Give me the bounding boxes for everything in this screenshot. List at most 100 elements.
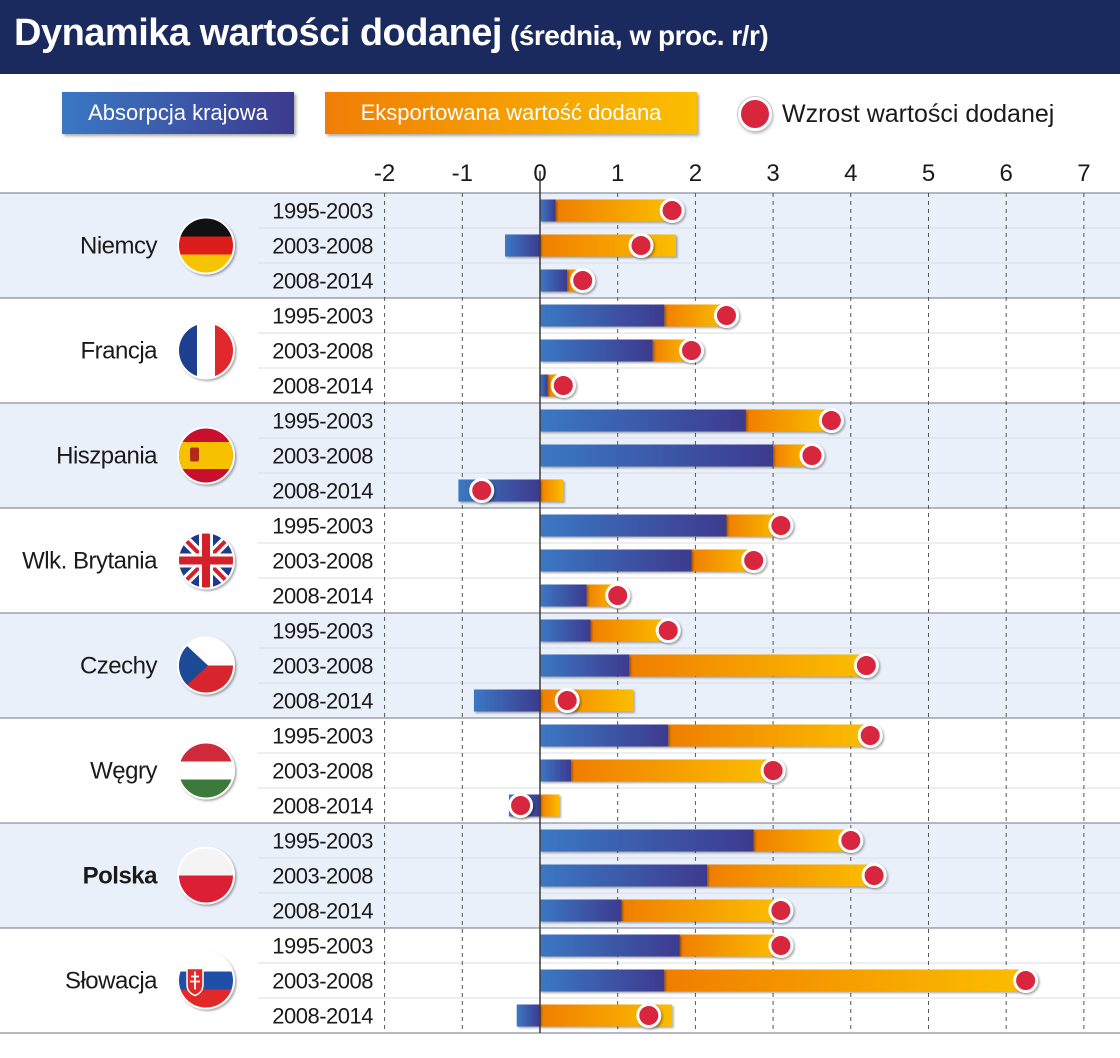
period-label: 2003-2008 xyxy=(272,444,373,469)
period-label: 2008-2014 xyxy=(272,269,373,294)
growth-marker xyxy=(636,1003,662,1028)
growth-marker xyxy=(857,723,883,748)
flag-artwork xyxy=(179,743,233,798)
growth-marker xyxy=(713,303,739,328)
growth-marker xyxy=(861,863,887,888)
growth-marker xyxy=(818,408,844,433)
period-label: 2003-2008 xyxy=(272,969,373,994)
period-label: 2008-2014 xyxy=(272,794,373,819)
period-label: 2003-2008 xyxy=(272,654,373,679)
czechia-flag-icon xyxy=(177,636,235,695)
bar-export xyxy=(590,619,669,642)
bar-absorption xyxy=(540,934,680,957)
chart-title-main: Dynamika wartości dodanej xyxy=(14,12,503,54)
bar-absorption xyxy=(540,514,727,537)
period-label: 2003-2008 xyxy=(272,759,373,784)
bar-absorption xyxy=(540,584,587,607)
country-label: Węgry xyxy=(90,758,157,785)
bar-export xyxy=(621,899,781,922)
x-tick-label: 6 xyxy=(1000,160,1013,187)
flag-stripe xyxy=(179,953,233,972)
flag-stripe xyxy=(179,323,198,378)
period-label: 2008-2014 xyxy=(272,689,373,714)
period-label: 1995-2003 xyxy=(272,934,373,959)
period-label: 2003-2008 xyxy=(272,339,373,364)
bar-absorption xyxy=(540,724,669,747)
bar-absorption xyxy=(540,409,746,432)
growth-marker xyxy=(550,373,576,398)
growth-marker xyxy=(554,688,580,713)
flag-artwork xyxy=(179,428,233,483)
flag-stripe xyxy=(179,442,233,469)
flag-stripe xyxy=(215,323,233,378)
flag-stripe xyxy=(179,761,233,780)
bar-absorption xyxy=(505,234,540,257)
x-tick-label: 5 xyxy=(922,160,935,187)
period-label: 1995-2003 xyxy=(272,514,373,539)
growth-marker xyxy=(768,898,794,923)
hungary-flag-icon xyxy=(177,741,235,800)
growth-marker xyxy=(799,443,825,468)
growth-marker xyxy=(679,338,705,363)
period-label: 1995-2003 xyxy=(272,409,373,434)
chart-subtitle: (średnia, w proc. r/r) xyxy=(510,20,769,51)
chart-title-bar: Dynamika wartości dodanej (średnia, w pro… xyxy=(0,0,1120,74)
growth-marker xyxy=(760,758,786,783)
period-label: 1995-2003 xyxy=(272,199,373,224)
bar-export xyxy=(540,689,634,712)
growth-marker xyxy=(853,653,879,678)
bar-export xyxy=(745,409,832,432)
growth-marker xyxy=(628,233,654,258)
country-label: Słowacja xyxy=(65,968,158,995)
bar-export xyxy=(753,829,851,852)
growth-marker xyxy=(508,793,534,818)
growth-marker xyxy=(768,513,794,538)
growth-marker xyxy=(605,583,631,608)
flag-stripe xyxy=(179,779,233,798)
period-label: 1995-2003 xyxy=(272,829,373,854)
period-label: 2003-2008 xyxy=(272,549,373,574)
bar-absorption xyxy=(540,269,568,292)
growth-marker xyxy=(838,828,864,853)
country-label: Polska xyxy=(83,863,159,890)
growth-marker xyxy=(768,933,794,958)
flag-stripe xyxy=(179,236,233,255)
bar-export xyxy=(629,654,867,677)
flag-triangle xyxy=(179,638,208,693)
country-label: Hiszpania xyxy=(56,443,158,470)
country-label: Czechy xyxy=(80,653,158,680)
x-tick-label: 7 xyxy=(1077,160,1090,187)
bar-absorption xyxy=(540,619,591,642)
bar-absorption xyxy=(540,304,665,327)
legend-growth: Wzrost wartości dodanej xyxy=(782,100,1055,128)
period-label: 2008-2014 xyxy=(272,1004,373,1029)
bar-absorption xyxy=(540,339,653,362)
uk-flag-icon xyxy=(177,531,235,590)
bar-absorption xyxy=(540,829,754,852)
period-label: 2003-2008 xyxy=(272,864,373,889)
flag-stripe xyxy=(179,218,233,237)
flag-artwork xyxy=(179,953,233,1008)
bar-export xyxy=(726,514,781,537)
slovakia-flag-icon xyxy=(177,951,235,1010)
bar-absorption xyxy=(540,969,665,992)
flag-emblem xyxy=(190,447,199,462)
bar-export xyxy=(668,724,871,747)
growth-marker xyxy=(469,478,495,503)
period-label: 2008-2014 xyxy=(272,899,373,924)
x-tick-label: -2 xyxy=(374,160,395,187)
legend-growth-marker xyxy=(738,97,772,131)
growth-marker xyxy=(570,268,596,293)
bar-export xyxy=(707,864,875,887)
period-label: 2008-2014 xyxy=(272,479,373,504)
legend-export: Eksportowana wartość dodana xyxy=(325,92,697,134)
bar-export xyxy=(540,234,676,257)
spain-flag-icon xyxy=(177,426,235,485)
x-tick-label: 4 xyxy=(844,160,857,187)
flag-cross xyxy=(190,971,200,990)
flag-stripe xyxy=(179,254,233,273)
period-label: 1995-2003 xyxy=(272,619,373,644)
bar-export xyxy=(571,759,774,782)
bar-absorption xyxy=(540,549,692,572)
